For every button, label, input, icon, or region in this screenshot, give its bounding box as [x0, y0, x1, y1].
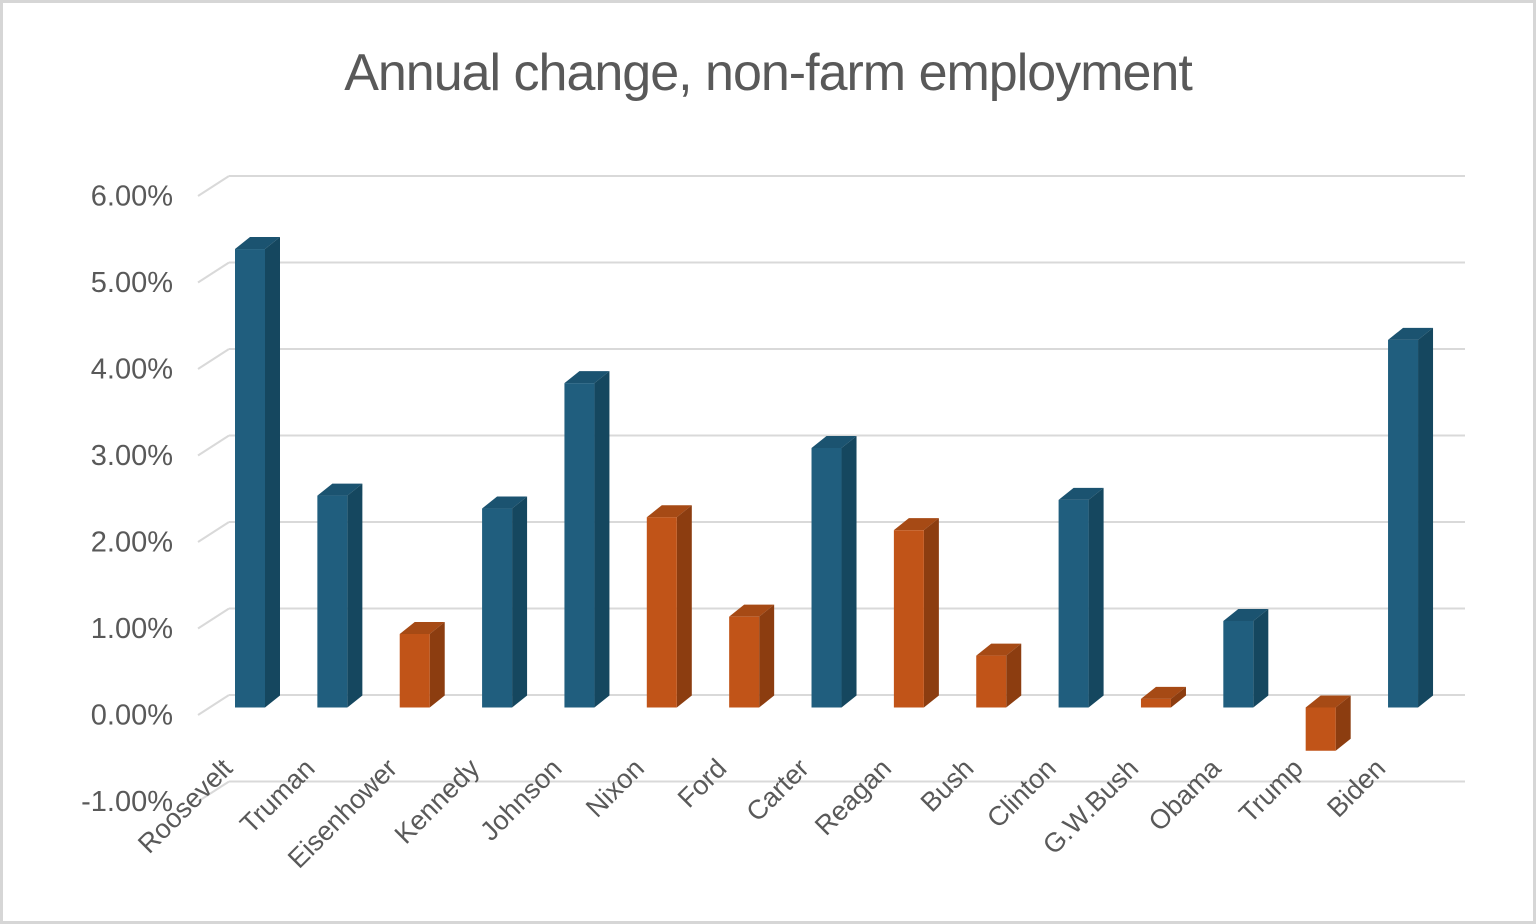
y-axis-tick	[197, 175, 230, 197]
x-label-trump: Trump	[1233, 753, 1309, 829]
chart-title: Annual change, non-farm employment	[344, 44, 1193, 102]
bar-clinton	[1058, 499, 1089, 708]
x-label-reagan: Reagan	[809, 753, 897, 841]
bar-ford	[729, 616, 760, 708]
y-axis-tick	[197, 694, 230, 716]
bar-kennedy-side	[512, 496, 528, 708]
x-label-kennedy: Kennedy	[389, 753, 486, 850]
bar-clinton-side	[1088, 487, 1104, 708]
x-label-bush: Bush	[915, 753, 980, 818]
bar-nixon	[646, 517, 677, 708]
bar-reagan-side	[923, 518, 939, 708]
bar-obama	[1223, 621, 1254, 708]
bar-roosevelt	[235, 249, 265, 708]
bar-g-w-bush	[1140, 698, 1171, 708]
y-tick-label: 0.00%	[91, 700, 173, 732]
bar-bush-side	[1006, 643, 1022, 708]
y-axis-tick	[197, 607, 230, 630]
bar-biden	[1388, 339, 1419, 708]
y-tick-label: 4.00%	[91, 354, 173, 386]
x-label-clinton: Clinton	[981, 753, 1062, 834]
y-tick-label: -1.00%	[81, 786, 173, 818]
bar-trump-side	[1335, 695, 1351, 751]
bar-truman	[317, 495, 348, 708]
bar-eisenhower	[399, 633, 430, 708]
bar-roosevelt-side	[265, 237, 280, 708]
bar-nixon-side	[676, 505, 692, 708]
y-tick-label: 6.00%	[91, 181, 173, 213]
bar-johnson	[564, 383, 595, 708]
x-label-ford: Ford	[672, 753, 732, 813]
bar-biden-side	[1418, 327, 1434, 708]
y-axis-tick	[197, 348, 230, 370]
x-label-johnson: Johnson	[474, 753, 567, 846]
y-tick-label: 3.00%	[91, 440, 173, 472]
x-label-biden: Biden	[1321, 753, 1391, 823]
bar-carter	[811, 448, 842, 708]
bar-truman-side	[347, 483, 363, 708]
bar-eisenhower-side	[429, 621, 445, 708]
y-tick-label: 2.00%	[91, 527, 173, 559]
x-label-obama: Obama	[1143, 752, 1228, 837]
bar-carter-side	[841, 436, 857, 708]
x-label-nixon: Nixon	[580, 753, 650, 823]
bar-ford-side	[759, 604, 775, 708]
y-axis-tick	[197, 434, 230, 457]
bar-trump	[1305, 707, 1336, 751]
bar-obama-side	[1253, 609, 1269, 708]
x-label-carter: Carter	[741, 753, 815, 827]
y-tick-label: 1.00%	[91, 613, 173, 645]
bar-kennedy-top	[482, 496, 528, 509]
y-tick-label: 5.00%	[91, 267, 173, 299]
bar-reagan	[893, 530, 924, 708]
plot-area: 6.00% 5.00% 4.00% 3.00% 2.00% 1.00% 0.00% -1.00…	[81, 175, 1465, 874]
bar-bush	[976, 655, 1007, 708]
y-axis-tick	[197, 261, 230, 284]
bar-kennedy	[482, 508, 513, 708]
bar-johnson-side	[594, 371, 610, 708]
bar-g-w-bush-side	[1170, 686, 1186, 708]
y-axis-tick	[197, 521, 230, 543]
y-axis-tick	[197, 780, 230, 803]
